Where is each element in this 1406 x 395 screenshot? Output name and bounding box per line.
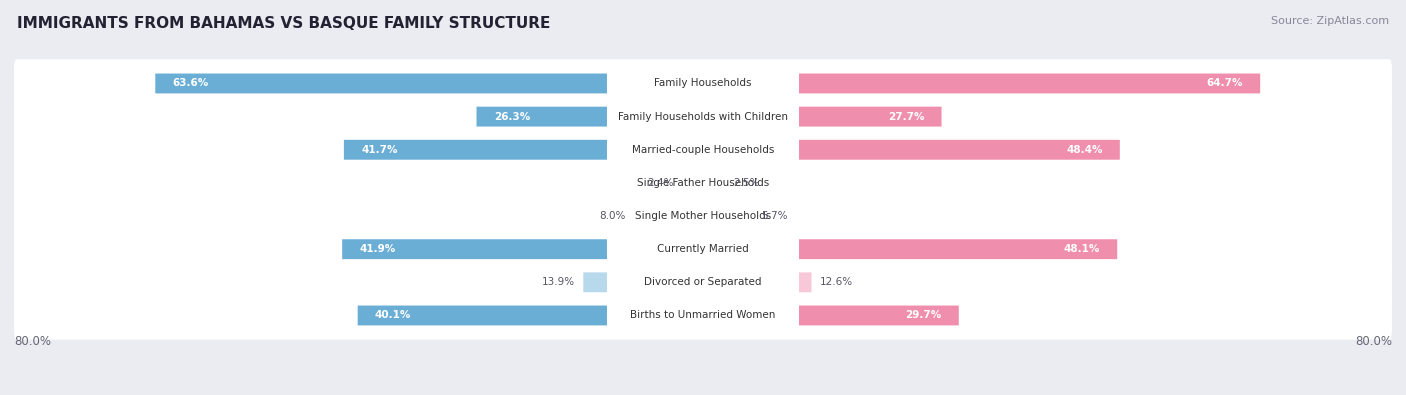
FancyBboxPatch shape [703, 273, 811, 292]
Text: 48.1%: 48.1% [1063, 244, 1099, 254]
FancyBboxPatch shape [703, 306, 959, 325]
Text: 63.6%: 63.6% [173, 79, 208, 88]
FancyBboxPatch shape [703, 73, 1260, 93]
FancyBboxPatch shape [607, 101, 799, 132]
Text: 5.7%: 5.7% [761, 211, 787, 221]
Text: Married-couple Households: Married-couple Households [631, 145, 775, 155]
FancyBboxPatch shape [342, 239, 703, 259]
FancyBboxPatch shape [155, 73, 703, 93]
FancyBboxPatch shape [703, 140, 1119, 160]
FancyBboxPatch shape [14, 159, 1392, 207]
FancyBboxPatch shape [344, 140, 703, 160]
Text: 41.7%: 41.7% [361, 145, 398, 155]
FancyBboxPatch shape [682, 173, 703, 193]
Text: Source: ZipAtlas.com: Source: ZipAtlas.com [1271, 16, 1389, 26]
FancyBboxPatch shape [634, 206, 703, 226]
FancyBboxPatch shape [14, 258, 1392, 307]
FancyBboxPatch shape [357, 306, 703, 325]
Text: 8.0%: 8.0% [599, 211, 626, 221]
FancyBboxPatch shape [607, 300, 799, 331]
Text: 80.0%: 80.0% [14, 335, 51, 348]
FancyBboxPatch shape [703, 173, 724, 193]
FancyBboxPatch shape [607, 201, 799, 231]
FancyBboxPatch shape [14, 291, 1392, 340]
FancyBboxPatch shape [14, 225, 1392, 273]
Text: IMMIGRANTS FROM BAHAMAS VS BASQUE FAMILY STRUCTURE: IMMIGRANTS FROM BAHAMAS VS BASQUE FAMILY… [17, 16, 550, 31]
Text: Divorced or Separated: Divorced or Separated [644, 277, 762, 287]
Text: 2.4%: 2.4% [647, 178, 673, 188]
Text: 13.9%: 13.9% [541, 277, 575, 287]
Text: 27.7%: 27.7% [887, 112, 924, 122]
Text: 29.7%: 29.7% [905, 310, 942, 320]
Text: 48.4%: 48.4% [1066, 145, 1102, 155]
Text: 2.5%: 2.5% [733, 178, 759, 188]
FancyBboxPatch shape [477, 107, 703, 126]
Text: 12.6%: 12.6% [820, 277, 853, 287]
FancyBboxPatch shape [14, 126, 1392, 174]
FancyBboxPatch shape [583, 273, 703, 292]
Text: Single Mother Households: Single Mother Households [636, 211, 770, 221]
FancyBboxPatch shape [14, 192, 1392, 240]
Text: Single Father Households: Single Father Households [637, 178, 769, 188]
Text: 40.1%: 40.1% [375, 310, 412, 320]
Text: Currently Married: Currently Married [657, 244, 749, 254]
Text: Births to Unmarried Women: Births to Unmarried Women [630, 310, 776, 320]
FancyBboxPatch shape [607, 68, 799, 99]
FancyBboxPatch shape [607, 134, 799, 166]
Text: 64.7%: 64.7% [1206, 79, 1243, 88]
FancyBboxPatch shape [703, 206, 752, 226]
Text: 26.3%: 26.3% [494, 112, 530, 122]
FancyBboxPatch shape [607, 267, 799, 298]
FancyBboxPatch shape [14, 92, 1392, 141]
FancyBboxPatch shape [607, 167, 799, 198]
Text: Family Households with Children: Family Households with Children [619, 112, 787, 122]
FancyBboxPatch shape [14, 59, 1392, 108]
FancyBboxPatch shape [703, 107, 942, 126]
FancyBboxPatch shape [703, 239, 1118, 259]
FancyBboxPatch shape [607, 233, 799, 265]
Text: 80.0%: 80.0% [1355, 335, 1392, 348]
Text: 41.9%: 41.9% [360, 244, 395, 254]
Text: Family Households: Family Households [654, 79, 752, 88]
